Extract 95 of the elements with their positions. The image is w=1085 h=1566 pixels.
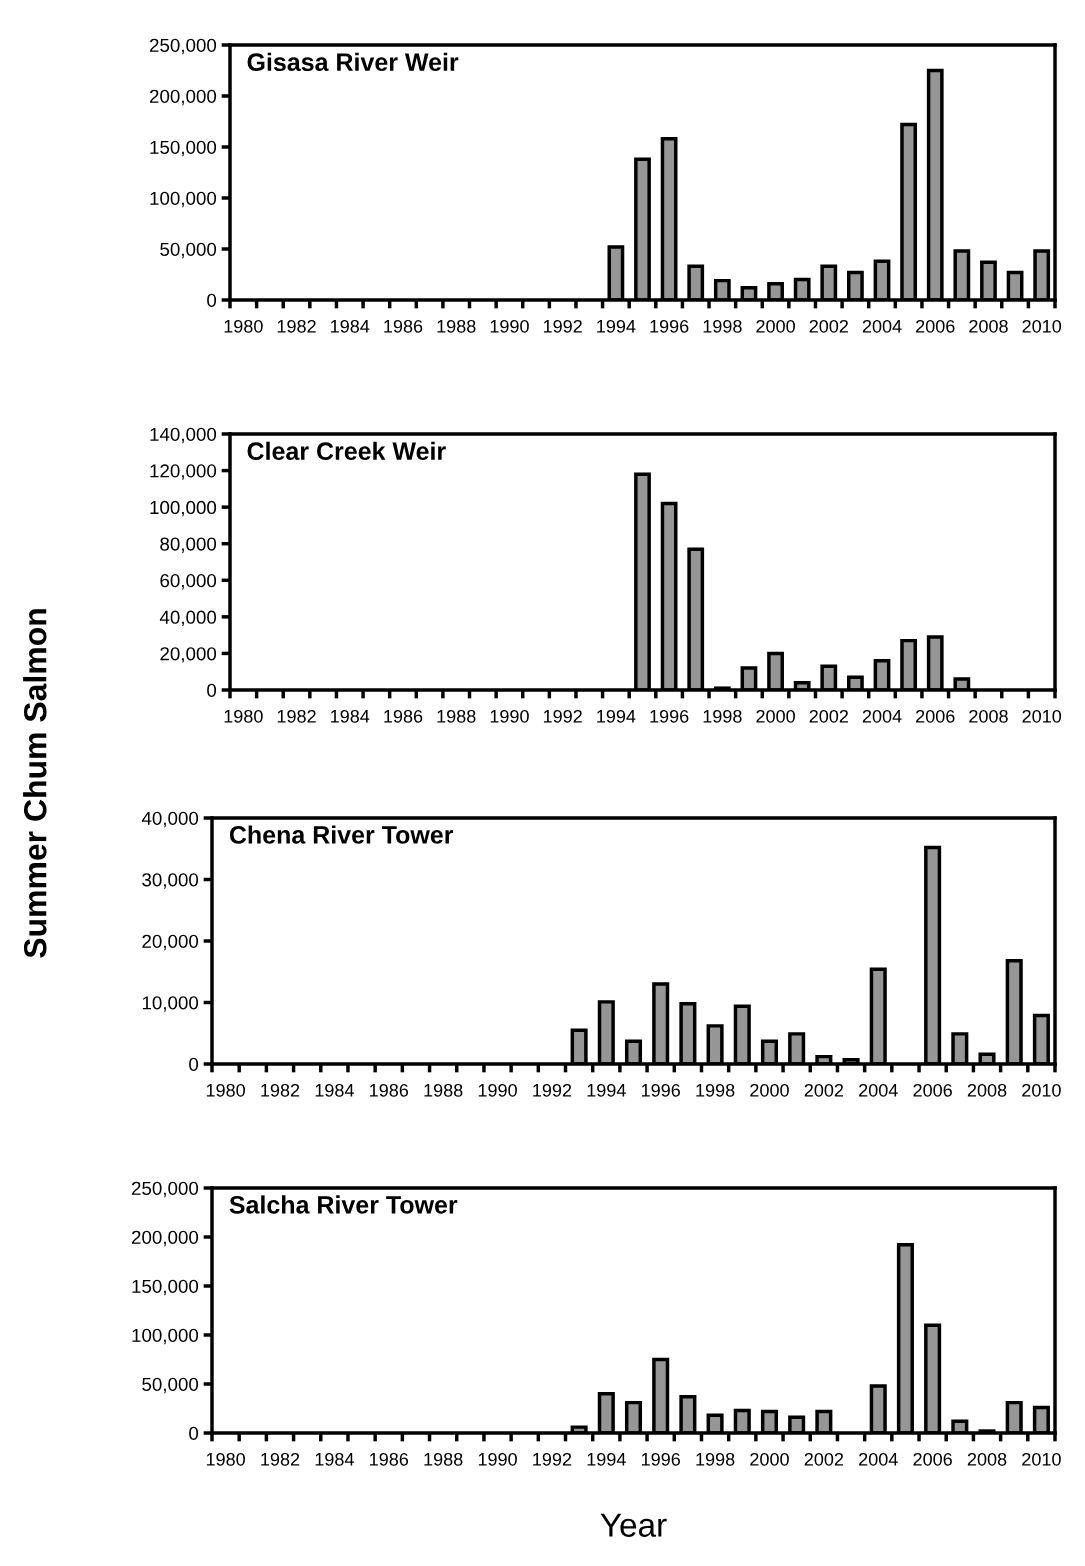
y-tick-label: 10,000 [142, 996, 199, 1012]
x-tick-label: 1998 [696, 1452, 735, 1466]
x-tick-label: 1988 [424, 1452, 463, 1466]
x-tick-label: 1998 [703, 319, 742, 333]
x-tick-label: 1992 [543, 709, 582, 723]
chart-title: Chena River Tower [229, 825, 454, 844]
x-tick-label: 2006 [913, 1452, 952, 1466]
chart-title: Gisasa River Weir [247, 52, 459, 72]
x-tick-label: 1988 [437, 709, 476, 723]
x-tick-label: 1982 [277, 709, 316, 723]
x-tick-label: 1994 [597, 319, 636, 333]
y-tick-label: 100,000 [132, 1328, 199, 1345]
x-tick-label: 1996 [641, 1083, 680, 1097]
x-tick-label: 2000 [750, 1452, 789, 1466]
y-tick-label: 120,000 [150, 464, 217, 480]
x-tick-label: 2008 [967, 1083, 1007, 1097]
x-tick-label: 1986 [384, 319, 423, 333]
y-tick-label: 0 [189, 1426, 199, 1440]
y-tick-label: 60,000 [160, 573, 217, 590]
x-tick-label: 2000 [756, 709, 795, 723]
x-tick-label: 2002 [804, 1452, 844, 1466]
x-tick-label: 2006 [913, 1083, 952, 1097]
x-tick-label: 1994 [597, 709, 636, 723]
y-tick-label: 0 [189, 1057, 199, 1071]
x-tick-label: 2000 [750, 1083, 789, 1097]
y-tick-label: 50,000 [160, 242, 217, 259]
chart-title: Salcha River Tower [229, 1195, 458, 1214]
y-tick-label: 30,000 [142, 873, 199, 889]
y-tick-label: 150,000 [150, 140, 217, 157]
x-tick-label: 2002 [809, 709, 848, 723]
y-tick-label: 250,000 [149, 38, 217, 55]
y-tick-label: 200,000 [131, 1230, 199, 1247]
x-tick-label: 2010 [1022, 709, 1062, 723]
x-tick-label: 1984 [331, 319, 370, 333]
x-tick-label: 1984 [315, 1452, 354, 1466]
y-tick-label: 50,000 [142, 1377, 199, 1394]
x-tick-label: 1990 [490, 319, 529, 333]
x-tick-label: 1986 [370, 1083, 409, 1097]
x-tick-label: 1988 [424, 1083, 463, 1097]
x-tick-label: 2004 [862, 709, 902, 723]
x-axis-title: Year [600, 1513, 667, 1537]
y-tick-label: 20,000 [160, 647, 217, 663]
x-tick-label: 1982 [277, 319, 316, 333]
x-tick-label: 2002 [809, 319, 848, 333]
x-tick-label: 2004 [862, 319, 902, 333]
x-tick-label: 1980 [224, 709, 263, 723]
x-tick-label: 1996 [650, 709, 689, 723]
y-tick-label: 80,000 [160, 537, 217, 553]
x-tick-label: 1992 [533, 1083, 572, 1097]
x-tick-label: 1998 [703, 709, 742, 723]
x-tick-label: 2006 [916, 319, 955, 333]
x-tick-label: 2006 [916, 709, 955, 723]
x-tick-label: 1996 [650, 319, 689, 333]
y-tick-label: 200,000 [149, 89, 217, 106]
x-tick-label: 1994 [587, 1083, 626, 1097]
x-tick-label: 2004 [859, 1452, 898, 1466]
x-tick-label: 1982 [261, 1452, 300, 1466]
x-tick-label: 1992 [543, 319, 582, 333]
x-tick-label: 2002 [804, 1083, 844, 1097]
x-tick-label: 2004 [859, 1083, 898, 1097]
x-tick-label: 1984 [331, 709, 370, 723]
x-tick-label: 1980 [206, 1452, 245, 1466]
y-axis-title: Summer Chum Salmon [23, 609, 47, 958]
x-tick-label: 1990 [490, 709, 529, 723]
x-tick-label: 2008 [969, 319, 1008, 333]
x-tick-label: 1980 [206, 1083, 245, 1097]
y-tick-label: 100,000 [150, 500, 217, 517]
y-tick-label: 140,000 [150, 427, 217, 444]
x-tick-label: 1980 [224, 319, 263, 333]
x-tick-label: 1984 [315, 1083, 354, 1097]
x-tick-label: 1990 [478, 1452, 517, 1466]
x-tick-label: 1996 [641, 1452, 680, 1466]
y-tick-label: 40,000 [159, 610, 217, 627]
x-tick-label: 2008 [969, 709, 1008, 723]
x-tick-label: 1990 [478, 1083, 517, 1097]
x-tick-label: 1998 [696, 1083, 735, 1097]
y-tick-label: 0 [207, 683, 217, 697]
x-tick-label: 1986 [370, 1452, 409, 1466]
y-tick-label: 0 [207, 293, 217, 307]
y-tick-label: 20,000 [142, 934, 199, 951]
x-tick-label: 1994 [587, 1452, 626, 1466]
y-tick-label: 150,000 [132, 1279, 199, 1296]
x-tick-label: 2010 [1022, 1452, 1061, 1466]
chart-title: Clear Creek Weir [247, 441, 446, 461]
x-tick-label: 1988 [437, 319, 476, 333]
y-tick-label: 100,000 [150, 191, 217, 208]
x-tick-label: 2010 [1022, 1083, 1061, 1097]
x-tick-label: 2010 [1022, 319, 1062, 333]
y-tick-label: 250,000 [131, 1181, 199, 1198]
x-tick-label: 2000 [756, 319, 795, 333]
x-tick-label: 1982 [261, 1083, 300, 1097]
x-tick-label: 1986 [384, 709, 423, 723]
x-tick-label: 2008 [967, 1452, 1007, 1466]
y-tick-label: 40,000 [141, 811, 199, 828]
x-tick-label: 1992 [533, 1452, 572, 1466]
